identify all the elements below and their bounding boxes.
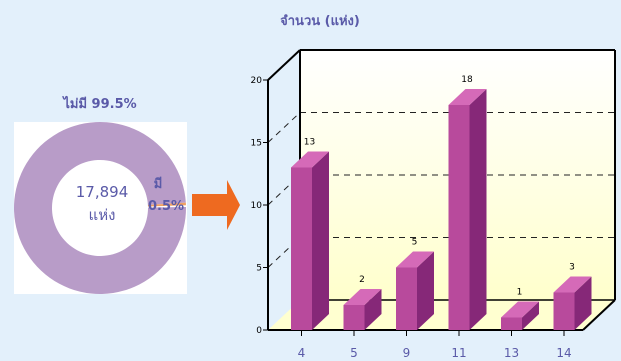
data-label: 2	[359, 275, 365, 285]
chart-title: จำนวน (แห่ง)	[280, 14, 360, 29]
data-label: 5	[412, 238, 418, 248]
y-tick-label: 20	[251, 76, 263, 86]
bar-top	[553, 276, 592, 293]
bar-side	[469, 89, 487, 330]
y-tick-label: 5	[256, 264, 262, 274]
bar-top	[501, 301, 539, 318]
gridline	[267, 112, 301, 143]
data-label: 13	[304, 138, 315, 148]
bar	[501, 317, 522, 330]
have-label: มี	[153, 177, 163, 192]
bar-side	[574, 276, 592, 330]
donut-center-number: 17,894	[75, 183, 129, 201]
x-tick-label: 11	[451, 346, 466, 360]
bar-side	[364, 289, 382, 330]
x-tick-label: 14	[556, 346, 571, 360]
bar-top	[396, 251, 434, 268]
bar-top	[343, 289, 382, 305]
bar-top	[291, 151, 329, 168]
bar-side	[417, 251, 434, 330]
frame-diag	[267, 49, 301, 81]
bar	[553, 292, 575, 330]
x-tick-label: 9	[403, 346, 411, 360]
data-label: 3	[569, 263, 575, 273]
bar-side	[522, 301, 539, 330]
have-percent: 0.5%	[148, 199, 185, 214]
bar-top	[448, 89, 487, 105]
bar	[448, 105, 470, 330]
donut-slice	[14, 122, 187, 295]
y-tick-label: 0	[256, 326, 262, 336]
donut-center-unit: แห่ง	[88, 206, 116, 224]
frame-floor-right	[582, 299, 616, 331]
bar-side	[312, 151, 329, 330]
data-label: 18	[461, 75, 473, 85]
x-tick-label: 5	[350, 346, 358, 360]
bar	[291, 167, 312, 330]
y-tick-label: 10	[251, 201, 263, 211]
bar	[396, 267, 417, 330]
x-tick-label: 4	[298, 346, 306, 360]
donut-slice	[147, 202, 186, 207]
bar	[343, 305, 365, 330]
y-tick-label: 15	[251, 139, 262, 149]
x-tick-label: 13	[504, 346, 519, 360]
donut-title: ไม่มี 99.5%	[63, 97, 137, 112]
data-label: 1	[517, 288, 523, 298]
